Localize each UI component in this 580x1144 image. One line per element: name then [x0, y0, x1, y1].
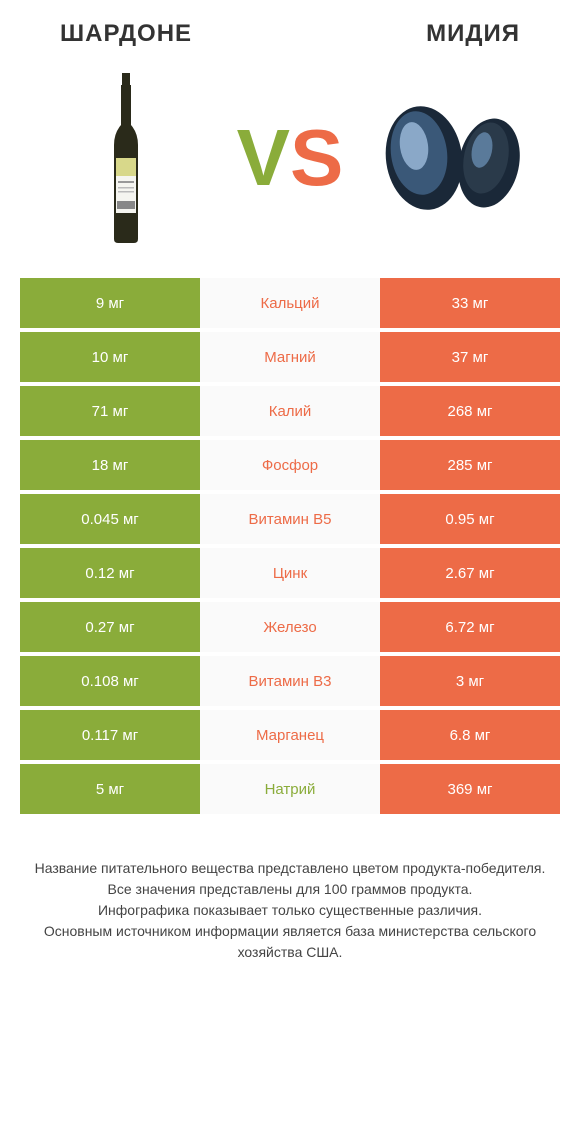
right-value: 3 мг [380, 656, 560, 706]
footer-line: Основным источником информации является … [30, 921, 550, 963]
right-product-image [374, 68, 534, 248]
nutrient-label: Витамин B3 [200, 656, 380, 706]
nutrient-label: Калий [200, 386, 380, 436]
left-value: 0.108 мг [20, 656, 200, 706]
nutrient-label: Кальций [200, 278, 380, 328]
hero-row: VS [0, 58, 580, 278]
left-value: 0.117 мг [20, 710, 200, 760]
left-value: 0.12 мг [20, 548, 200, 598]
left-value: 5 мг [20, 764, 200, 814]
left-product-title: ШАРДОНЕ [60, 20, 192, 48]
table-row: 9 мгКальций33 мг [20, 278, 560, 328]
left-value: 71 мг [20, 386, 200, 436]
table-row: 0.117 мгМарганец6.8 мг [20, 710, 560, 760]
table-row: 0.12 мгЦинк2.67 мг [20, 548, 560, 598]
right-value: 268 мг [380, 386, 560, 436]
left-product-image [46, 68, 206, 248]
comparison-table: 9 мгКальций33 мг10 мгМагний37 мг71 мгКал… [0, 278, 580, 814]
nutrient-label: Цинк [200, 548, 380, 598]
vs-label: VS [237, 118, 344, 198]
right-value: 0.95 мг [380, 494, 560, 544]
right-product-title: МИДИЯ [426, 20, 520, 48]
nutrient-label: Фосфор [200, 440, 380, 490]
mussels-icon [379, 98, 529, 218]
table-row: 18 мгФосфор285 мг [20, 440, 560, 490]
right-value: 6.8 мг [380, 710, 560, 760]
left-value: 0.045 мг [20, 494, 200, 544]
footer-line: Все значения представлены для 100 граммо… [30, 879, 550, 900]
wine-bottle-icon [108, 73, 144, 243]
table-row: 10 мгМагний37 мг [20, 332, 560, 382]
right-value: 6.72 мг [380, 602, 560, 652]
table-row: 0.108 мгВитамин B33 мг [20, 656, 560, 706]
right-value: 285 мг [380, 440, 560, 490]
table-row: 0.045 мгВитамин B50.95 мг [20, 494, 560, 544]
nutrient-label: Марганец [200, 710, 380, 760]
left-value: 0.27 мг [20, 602, 200, 652]
right-value: 37 мг [380, 332, 560, 382]
header: ШАРДОНЕ МИДИЯ [0, 0, 580, 58]
left-value: 10 мг [20, 332, 200, 382]
vs-v: V [237, 113, 290, 202]
right-value: 369 мг [380, 764, 560, 814]
left-value: 9 мг [20, 278, 200, 328]
left-value: 18 мг [20, 440, 200, 490]
nutrient-label: Витамин B5 [200, 494, 380, 544]
nutrient-label: Железо [200, 602, 380, 652]
footer-notes: Название питательного вещества представл… [0, 818, 580, 993]
footer-line: Название питательного вещества представл… [30, 858, 550, 879]
nutrient-label: Натрий [200, 764, 380, 814]
vs-s: S [290, 113, 343, 202]
table-row: 5 мгНатрий369 мг [20, 764, 560, 814]
nutrient-label: Магний [200, 332, 380, 382]
footer-line: Инфографика показывает только существенн… [30, 900, 550, 921]
table-row: 0.27 мгЖелезо6.72 мг [20, 602, 560, 652]
right-value: 33 мг [380, 278, 560, 328]
table-row: 71 мгКалий268 мг [20, 386, 560, 436]
right-value: 2.67 мг [380, 548, 560, 598]
